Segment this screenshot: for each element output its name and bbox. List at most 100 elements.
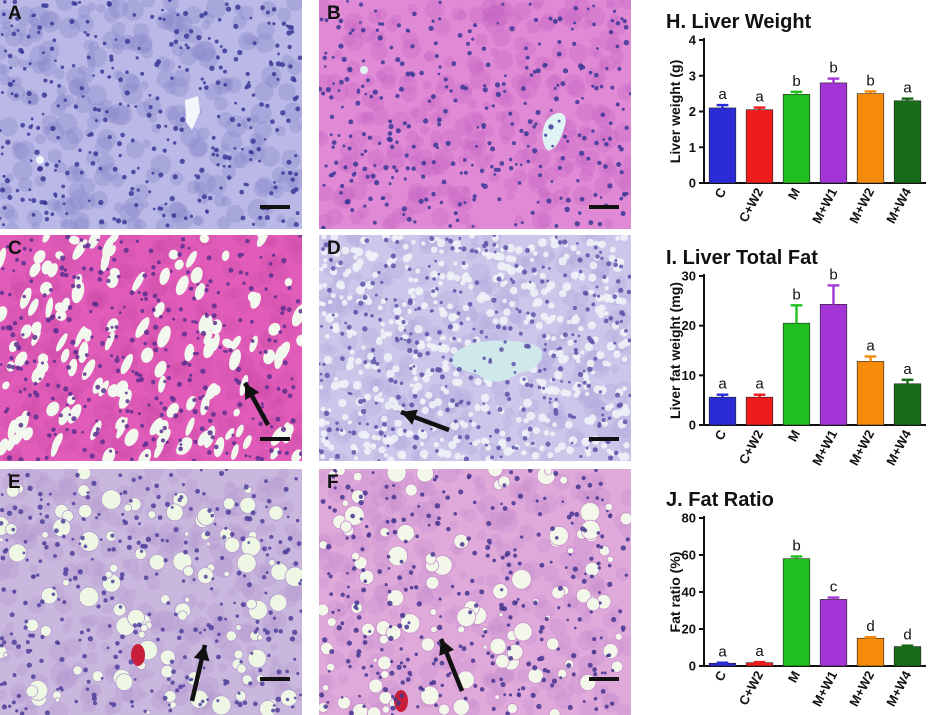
y-tick-label: 30 bbox=[682, 269, 696, 284]
x-tick-label: M bbox=[785, 185, 803, 202]
error-bar bbox=[901, 378, 914, 384]
error-bar bbox=[864, 635, 877, 639]
tissue-image bbox=[0, 235, 302, 461]
scale-bar bbox=[260, 205, 290, 209]
micrograph-b: B bbox=[319, 0, 631, 229]
chart-title: J. Fat Ratio bbox=[666, 489, 774, 511]
y-tick-label: 3 bbox=[689, 68, 696, 83]
x-tick-label: M+W1 bbox=[809, 668, 840, 709]
y-tick-label: 2 bbox=[689, 104, 696, 119]
panel-label: B bbox=[327, 3, 341, 24]
y-axis-label: Fat ratio (%) bbox=[667, 552, 683, 633]
error-bar bbox=[716, 103, 729, 108]
chart-liver-total-fat: I. Liver Total Fat Liver fat weight (mg) 0… bbox=[658, 236, 934, 474]
panel-label: A bbox=[8, 3, 22, 24]
bar bbox=[782, 322, 811, 426]
significance-letter: b bbox=[792, 537, 800, 554]
x-tick-label: M+W4 bbox=[883, 668, 914, 709]
tissue-image bbox=[319, 235, 631, 461]
x-tick-label: M bbox=[785, 427, 803, 444]
y-tick-label: 4 bbox=[689, 33, 697, 48]
scale-bar bbox=[260, 437, 290, 441]
y-axis-label: Liver weight (g) bbox=[667, 60, 683, 163]
x-tick-label: M+W4 bbox=[883, 427, 914, 468]
chart-title: H. Liver Weight bbox=[666, 11, 812, 33]
x-tick-label: M+W2 bbox=[846, 427, 877, 468]
bar bbox=[745, 396, 774, 426]
panel-label: E bbox=[8, 472, 21, 493]
micrograph-d: D bbox=[319, 235, 631, 461]
arrow-icon bbox=[243, 381, 270, 427]
significance-letter: b bbox=[792, 73, 800, 90]
significance-letter: d bbox=[903, 627, 911, 644]
error-bar bbox=[753, 660, 766, 664]
significance-letter: a bbox=[755, 643, 764, 660]
x-tick-label: M+W2 bbox=[846, 668, 877, 709]
arrow-icon bbox=[438, 638, 465, 692]
bar-chart: H. Liver Weight Liver weight (g) 0 1 2 3 4 a Ca C… bbox=[666, 11, 926, 226]
bar-chart: I. Liver Total Fat Liver fat weight (mg) 0… bbox=[666, 247, 926, 468]
error-bar bbox=[901, 97, 914, 101]
error-bar bbox=[790, 90, 803, 95]
x-tick-label: M+W1 bbox=[809, 185, 840, 226]
error-bar bbox=[827, 284, 840, 305]
x-tick-label: C bbox=[711, 185, 729, 201]
arrow-icon bbox=[400, 409, 450, 433]
y-tick-label: 80 bbox=[682, 511, 696, 526]
significance-letter: b bbox=[866, 72, 874, 89]
y-tick-label: 0 bbox=[689, 176, 696, 191]
y-tick-label: 40 bbox=[682, 585, 696, 600]
bar bbox=[893, 100, 922, 184]
scale-bar bbox=[260, 677, 290, 681]
bar bbox=[893, 383, 922, 426]
y-axis-label: Liver fat weight (mg) bbox=[667, 282, 683, 419]
panel-label: C bbox=[8, 238, 22, 259]
panel-label: D bbox=[327, 238, 341, 259]
x-tick-label: M bbox=[785, 668, 803, 685]
bar bbox=[708, 107, 737, 184]
error-bar bbox=[790, 555, 803, 559]
y-tick-label: 20 bbox=[682, 318, 696, 333]
bar bbox=[745, 109, 774, 184]
x-tick-label: M+W1 bbox=[809, 427, 840, 468]
x-tick-label: C+W2 bbox=[736, 668, 766, 707]
y-tick-label: 60 bbox=[682, 548, 696, 563]
error-bar bbox=[864, 355, 877, 362]
significance-letter: d bbox=[866, 618, 874, 635]
x-tick-label: C bbox=[711, 427, 729, 443]
scale-bar bbox=[589, 677, 619, 681]
significance-letter: a bbox=[755, 376, 764, 393]
chart-title: I. Liver Total Fat bbox=[666, 247, 818, 269]
micrograph-f: F bbox=[319, 469, 631, 715]
error-bar bbox=[790, 304, 803, 324]
bar bbox=[856, 361, 885, 426]
y-tick-label: 10 bbox=[682, 368, 696, 383]
tissue-image bbox=[319, 469, 631, 715]
tissue-image bbox=[0, 0, 302, 229]
micrograph-c: C bbox=[0, 235, 302, 461]
panel-label: F bbox=[327, 472, 339, 493]
significance-letter: a bbox=[903, 361, 912, 378]
y-tick-label: 0 bbox=[689, 418, 696, 433]
significance-letter: a bbox=[718, 376, 727, 393]
x-tick-label: C+W2 bbox=[736, 427, 766, 466]
tissue-image bbox=[0, 469, 302, 715]
x-tick-label: M+W2 bbox=[846, 185, 877, 226]
bar bbox=[856, 93, 885, 184]
significance-letter: a bbox=[755, 89, 764, 106]
error-bar bbox=[753, 106, 766, 110]
bar bbox=[893, 646, 922, 667]
y-tick-label: 20 bbox=[682, 622, 696, 637]
y-tick-label: 0 bbox=[689, 659, 696, 674]
bar bbox=[819, 304, 848, 426]
error-bar bbox=[753, 393, 766, 398]
x-tick-label: C bbox=[711, 668, 729, 684]
micrograph-a: A bbox=[0, 0, 302, 229]
error-bar bbox=[716, 661, 729, 664]
significance-letter: a bbox=[903, 80, 912, 97]
scale-bar bbox=[589, 437, 619, 441]
